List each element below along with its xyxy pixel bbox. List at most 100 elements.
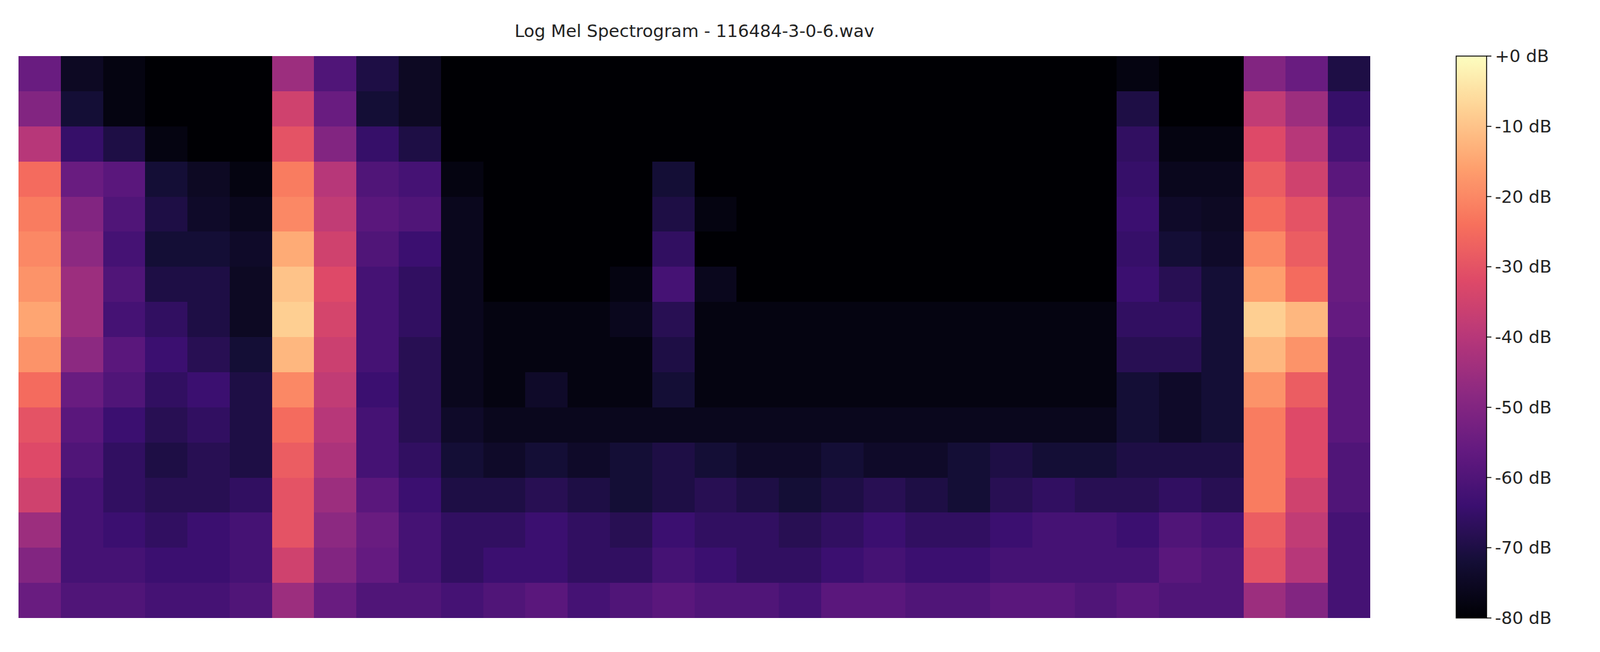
cell xyxy=(60,56,104,92)
cell xyxy=(947,91,991,127)
cell xyxy=(1327,301,1371,338)
cell xyxy=(821,231,864,267)
cell xyxy=(272,126,315,162)
cell xyxy=(1243,266,1287,302)
cell xyxy=(483,478,526,514)
cell xyxy=(821,583,864,619)
cell xyxy=(18,56,61,92)
cell xyxy=(187,91,230,127)
cell xyxy=(863,266,906,302)
cell xyxy=(441,512,484,548)
cell xyxy=(483,126,526,162)
cell xyxy=(1116,161,1159,197)
cell xyxy=(313,512,357,548)
cell xyxy=(313,161,357,197)
cell xyxy=(398,91,442,127)
cell xyxy=(567,196,610,233)
cell xyxy=(525,91,568,127)
colorbar-tick xyxy=(1486,617,1492,619)
cell xyxy=(60,126,104,162)
cell xyxy=(103,91,146,127)
cell xyxy=(990,337,1033,373)
cell xyxy=(398,478,442,514)
cell xyxy=(821,478,864,514)
cell xyxy=(18,372,61,408)
cell xyxy=(694,266,738,302)
cell xyxy=(18,478,61,514)
cell xyxy=(1074,442,1118,479)
cell xyxy=(567,407,610,443)
cell xyxy=(990,196,1033,233)
cell xyxy=(736,301,779,338)
cell xyxy=(441,161,484,197)
cell xyxy=(1327,583,1371,619)
cell xyxy=(1032,512,1075,548)
cell xyxy=(1327,512,1371,548)
cell xyxy=(103,442,146,479)
cell xyxy=(947,126,991,162)
cell xyxy=(356,372,399,408)
cell xyxy=(821,337,864,373)
cell xyxy=(1243,337,1287,373)
cell xyxy=(863,126,906,162)
cell xyxy=(652,337,695,373)
cell xyxy=(483,266,526,302)
cell xyxy=(1116,126,1159,162)
cell xyxy=(18,231,61,267)
cell xyxy=(1285,583,1328,619)
cell xyxy=(1158,372,1202,408)
cell xyxy=(1243,442,1287,479)
cell xyxy=(1285,266,1328,302)
colorbar-tick-label: -60 dB xyxy=(1494,467,1552,489)
cell xyxy=(609,266,653,302)
cell xyxy=(483,512,526,548)
cell xyxy=(778,56,822,92)
cell xyxy=(736,266,779,302)
cell xyxy=(609,583,653,619)
cell xyxy=(1201,91,1244,127)
cell xyxy=(356,442,399,479)
cell xyxy=(313,91,357,127)
cell xyxy=(229,478,273,514)
cell xyxy=(483,196,526,233)
cell xyxy=(736,583,779,619)
cell xyxy=(356,301,399,338)
cell xyxy=(990,547,1033,584)
cell xyxy=(694,583,738,619)
cell xyxy=(1032,372,1075,408)
cell xyxy=(1201,512,1244,548)
cell xyxy=(103,126,146,162)
cell xyxy=(60,547,104,584)
cell xyxy=(525,407,568,443)
cell xyxy=(187,126,230,162)
colorbar-tick xyxy=(1486,336,1492,338)
cell xyxy=(1201,337,1244,373)
cell xyxy=(652,91,695,127)
cell xyxy=(60,91,104,127)
cell xyxy=(398,56,442,92)
cell xyxy=(736,512,779,548)
cell xyxy=(694,126,738,162)
cell xyxy=(1201,126,1244,162)
cell xyxy=(18,196,61,233)
cell xyxy=(1074,231,1118,267)
cell xyxy=(1327,161,1371,197)
cell xyxy=(18,301,61,338)
cell xyxy=(103,512,146,548)
cell xyxy=(525,231,568,267)
cell xyxy=(821,266,864,302)
cell xyxy=(525,301,568,338)
cell xyxy=(947,337,991,373)
heatmap-cells xyxy=(18,56,1371,619)
cell xyxy=(18,126,61,162)
cell xyxy=(694,372,738,408)
cell xyxy=(567,231,610,267)
cell xyxy=(356,91,399,127)
cell xyxy=(694,547,738,584)
cell xyxy=(863,478,906,514)
cell xyxy=(567,56,610,92)
cell xyxy=(905,337,948,373)
cell xyxy=(778,266,822,302)
cell xyxy=(398,126,442,162)
cell xyxy=(863,56,906,92)
